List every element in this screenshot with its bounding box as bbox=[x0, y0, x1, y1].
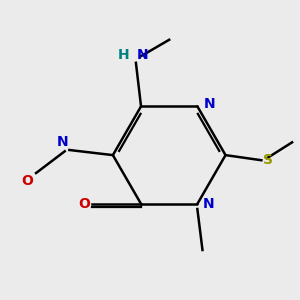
Text: O: O bbox=[22, 174, 34, 188]
Text: N: N bbox=[56, 135, 68, 149]
Text: N: N bbox=[204, 97, 215, 111]
Text: N: N bbox=[202, 197, 214, 211]
Text: N: N bbox=[137, 47, 148, 61]
Text: H: H bbox=[118, 47, 130, 61]
Text: O: O bbox=[78, 197, 90, 211]
Text: S: S bbox=[263, 153, 273, 167]
